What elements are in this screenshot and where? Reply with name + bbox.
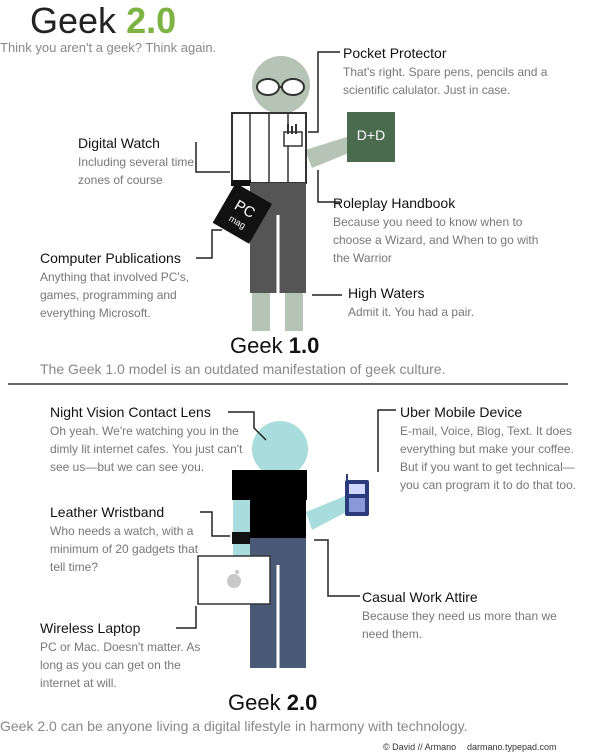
callout-high-waters-desc: Admit it. You had a pair. [348, 305, 475, 319]
pocket-protector-icon [283, 124, 303, 147]
callout-uber-mobile-desc: E-mail, Voice, Blog, Text. It does every… [400, 424, 577, 492]
roleplay-book-icon: D+D [347, 112, 395, 162]
mobile-device-icon [345, 474, 369, 516]
geek1-tagline: The Geek 1.0 model is an outdated manife… [40, 361, 446, 377]
callout-digital-watch-title: Digital Watch [78, 135, 160, 151]
callout-wireless-laptop-desc: PC or Mac. Doesn't matter. As long as yo… [40, 640, 201, 690]
laptop-icon [197, 555, 271, 605]
pc-mag-icon: PC mag [212, 182, 273, 244]
glasses-icon [256, 78, 305, 96]
copyright-credit: © David // Armano [383, 742, 457, 752]
page-title: Geek 2.0 [30, 0, 176, 42]
callout-casual-work-attire-desc: Because they need us more than we need t… [362, 609, 557, 641]
callout-computer-publications-desc: Anything that involved PC's, games, prog… [40, 270, 190, 320]
apple-logo-icon [227, 574, 241, 588]
callout-leather-wristband-title: Leather Wristband [50, 504, 165, 520]
geek1-right-leg [285, 293, 303, 331]
geek1-right-arm [305, 136, 356, 168]
callout-uber-mobile-title: Uber Mobile Device [400, 404, 523, 420]
geek1-head [252, 56, 310, 114]
geek2-figure [197, 421, 369, 668]
geek2-right-arm [306, 496, 350, 530]
callout-digital-watch-desc: Including several time zones of course [78, 155, 195, 187]
callout-wireless-laptop-title: Wireless Laptop [40, 620, 141, 636]
geek1-callout-lines [195, 51, 342, 296]
digital-watch-icon [231, 180, 251, 186]
geek2-shirt-top [232, 470, 307, 500]
geek2-shirt [250, 498, 306, 538]
geek2-callout-lines [176, 409, 396, 629]
book-text: D+D [357, 127, 385, 143]
wristband-icon [232, 532, 250, 544]
callout-high-waters-title: High Waters [348, 285, 425, 301]
callout-casual-work-attire-title: Casual Work Attire [362, 589, 478, 605]
callout-leather-wristband-desc: Who needs a watch, with a minimum of 20 … [50, 524, 199, 574]
callout-pocket-protector-desc: That's right. Spare pens, pencils and a … [343, 65, 548, 97]
geek2-head [252, 421, 308, 477]
title-word: Geek [30, 0, 117, 41]
callout-night-vision-desc: Oh yeah. We're watching you in the dimly… [50, 424, 243, 474]
callout-night-vision-title: Night Vision Contact Lens [50, 404, 211, 420]
geek1-heading: Geek 1.0 [230, 333, 320, 358]
title-version: 2.0 [126, 0, 177, 41]
page-subtitle: Think you aren't a geek? Think again. [0, 40, 217, 55]
callout-pocket-protector-title: Pocket Protector [343, 45, 447, 61]
geek2-left-arm [233, 500, 251, 560]
geek2-tagline: Geek 2.0 can be anyone living a digital … [0, 718, 468, 734]
geek1-figure: D+D PC mag [212, 56, 395, 331]
geek2-heading: Geek 2.0 [228, 690, 318, 715]
site-url: darmano.typepad.com [467, 742, 557, 752]
callout-roleplay-handbook-desc: Because you need to know when to choose … [333, 215, 539, 265]
geek1-left-leg [252, 293, 270, 331]
callout-computer-publications-title: Computer Publications [40, 250, 181, 266]
callout-roleplay-handbook-title: Roleplay Handbook [333, 195, 456, 211]
